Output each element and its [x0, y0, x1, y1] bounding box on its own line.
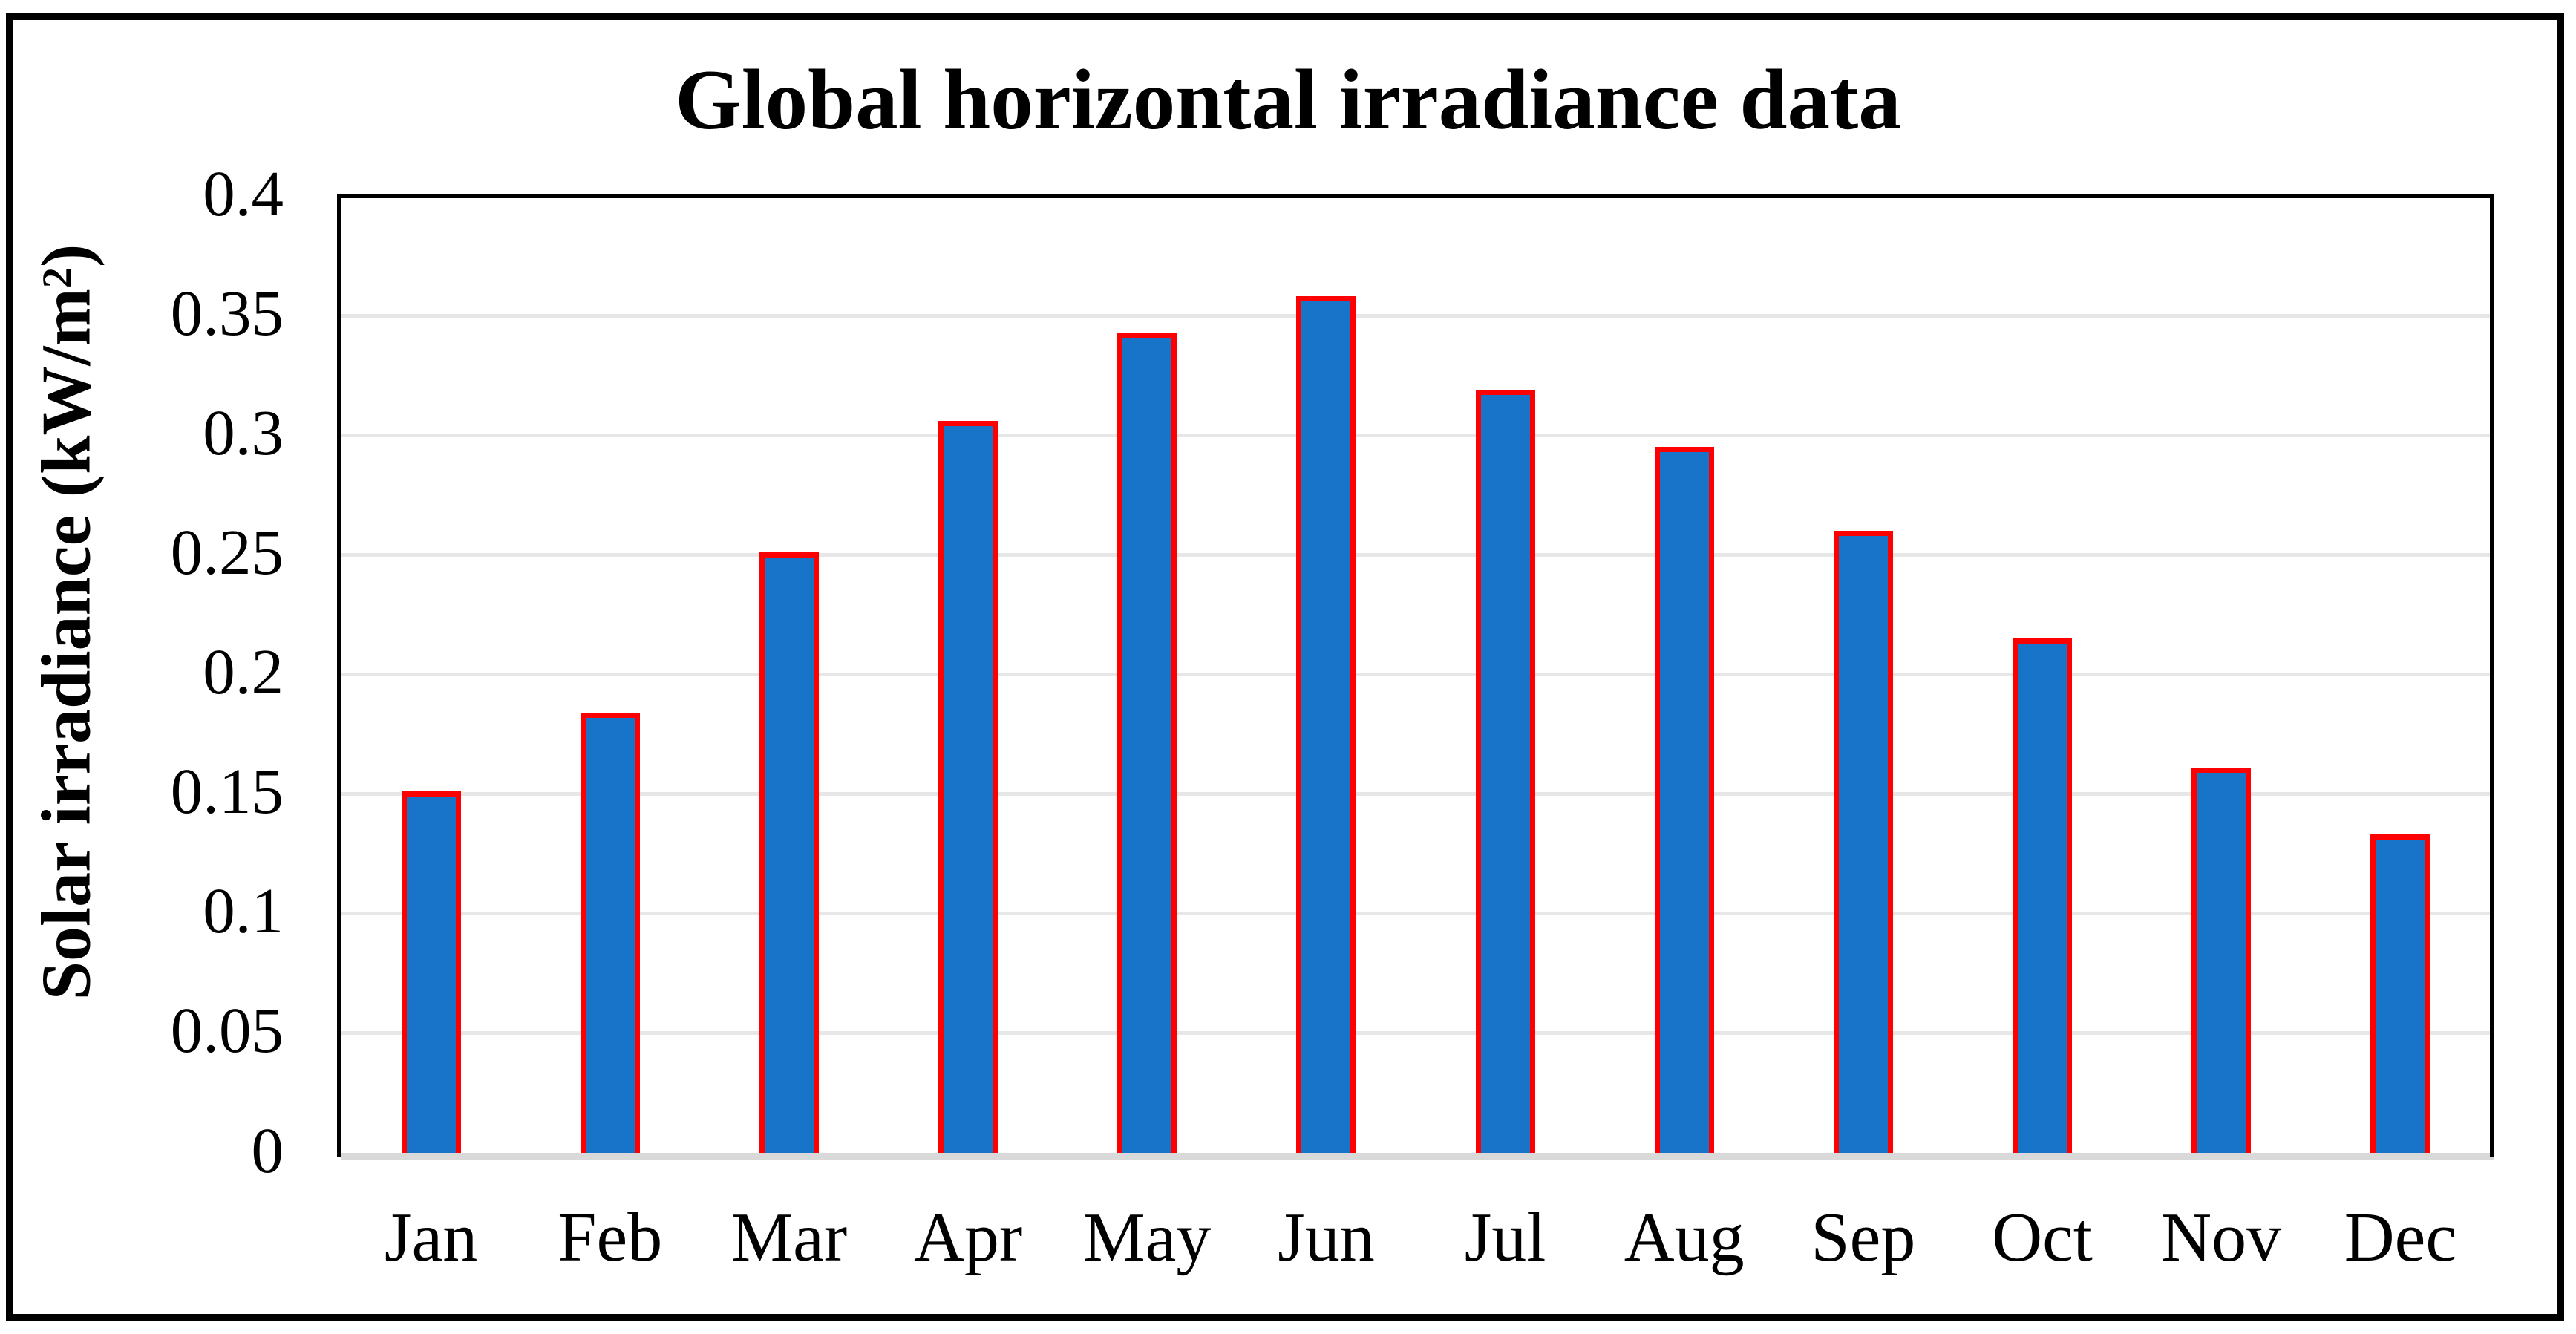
- figure-border: [6, 13, 2564, 1321]
- x-tick-label-mar: Mar: [730, 1199, 848, 1276]
- y-axis-line: [337, 194, 341, 1157]
- x-tick-label-jul: Jul: [1464, 1199, 1546, 1276]
- bar-sep: [1833, 531, 1893, 1153]
- x-tick-label-oct: Oct: [1992, 1199, 2093, 1276]
- y-tick-label: 0.2: [203, 635, 284, 707]
- y-tick-label: 0.15: [170, 755, 284, 828]
- x-tick-label-jun: Jun: [1278, 1199, 1375, 1276]
- bar-jun: [1296, 296, 1356, 1153]
- y-tick-label: 0.35: [170, 276, 284, 349]
- gridline: [341, 1031, 2490, 1036]
- x-tick-label-feb: Feb: [558, 1199, 663, 1276]
- x-axis-baseline: [341, 1153, 2494, 1160]
- bar-aug: [1654, 447, 1714, 1153]
- bar-feb: [580, 713, 640, 1153]
- bar-jan: [401, 791, 461, 1153]
- y-tick-label: 0.1: [203, 874, 284, 947]
- y-tick-label: 0.05: [170, 994, 284, 1067]
- bar-oct: [2013, 638, 2073, 1153]
- x-tick-label-apr: Apr: [913, 1199, 1023, 1276]
- bar-apr: [938, 420, 998, 1153]
- gridline: [341, 313, 2490, 318]
- plot-border-right: [2490, 194, 2494, 1157]
- gridline: [341, 912, 2490, 916]
- gridline: [341, 552, 2490, 557]
- gridline: [341, 433, 2490, 437]
- bar-dec: [2370, 834, 2430, 1153]
- gridline: [341, 673, 2490, 676]
- x-tick-label-sep: Sep: [1811, 1199, 1916, 1276]
- y-tick-label: 0.4: [203, 157, 284, 229]
- plot-border-top: [337, 194, 2494, 198]
- x-tick-label-dec: Dec: [2344, 1199, 2457, 1276]
- y-tick-label: 0.25: [170, 515, 284, 588]
- bar-nov: [2191, 768, 2252, 1153]
- bar-may: [1117, 332, 1177, 1153]
- x-tick-label-nov: Nov: [2161, 1199, 2282, 1276]
- y-tick-label: 0.3: [203, 396, 284, 468]
- x-tick-label-may: May: [1083, 1199, 1212, 1276]
- x-tick-label-aug: Aug: [1624, 1199, 1745, 1276]
- y-tick-label: 0: [251, 1114, 284, 1186]
- y-axis-title-suffix: ): [27, 243, 105, 268]
- bar-mar: [759, 552, 819, 1153]
- chart-title: Global horizontal irradiance data: [675, 53, 1901, 147]
- gridline: [341, 792, 2490, 797]
- bar-jul: [1475, 390, 1535, 1153]
- x-tick-label-jan: Jan: [384, 1199, 478, 1276]
